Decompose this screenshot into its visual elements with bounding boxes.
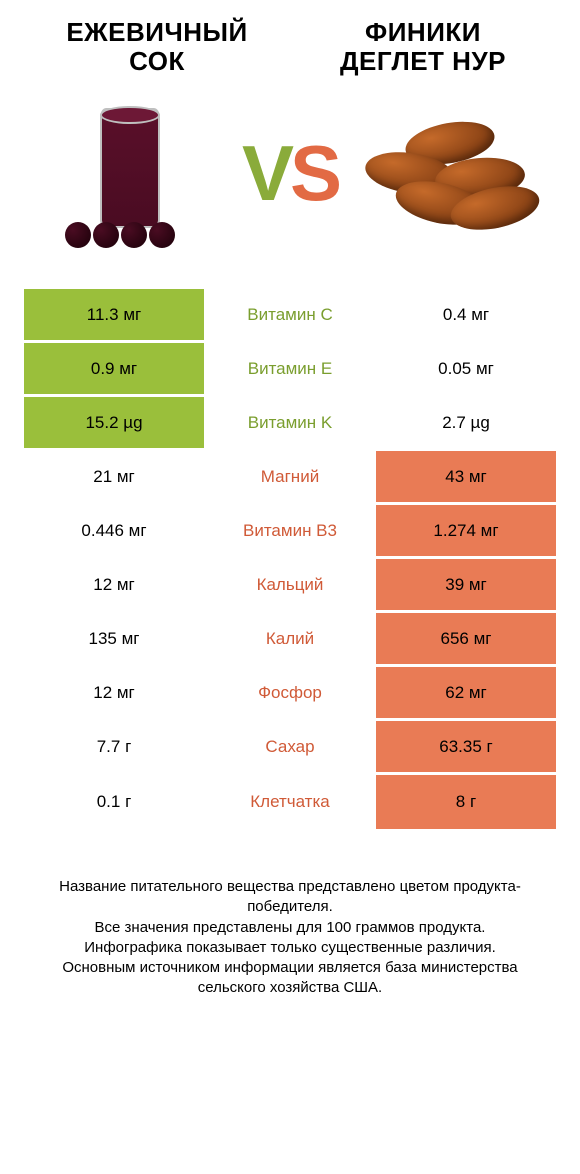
nutrient-label-cell: Калий — [204, 613, 376, 664]
nutrient-label-cell: Витамин K — [204, 397, 376, 448]
right-value-cell: 8 г — [376, 775, 556, 829]
table-row: 0.1 гКлетчатка8 г — [24, 775, 556, 829]
right-value-cell: 1.274 мг — [376, 505, 556, 556]
table-row: 7.7 гСахар63.35 г — [24, 721, 556, 775]
left-value-cell: 0.446 мг — [24, 505, 204, 556]
nutrient-label-cell: Клетчатка — [204, 775, 376, 829]
comparison-table: 11.3 мгВитамин C0.4 мг0.9 мгВитамин E0.0… — [24, 289, 556, 829]
footer-notes: Название питательного вещества представл… — [24, 877, 556, 999]
right-product-title: ФИНИКИ ДЕГЛЕТ НУР — [290, 18, 556, 75]
right-value-cell: 656 мг — [376, 613, 556, 664]
footer-line-3: Инфографика показывает только существенн… — [34, 938, 546, 958]
right-value-cell: 0.05 мг — [376, 343, 556, 394]
table-row: 15.2 µgВитамин K2.7 µg — [24, 397, 556, 451]
right-product-image — [344, 83, 556, 263]
nutrient-label-cell: Магний — [204, 451, 376, 502]
right-title-line2: ДЕГЛЕТ НУР — [290, 47, 556, 76]
table-row: 12 мгФосфор62 мг — [24, 667, 556, 721]
left-value-cell: 11.3 мг — [24, 289, 204, 340]
footer-line-4: Основным источником информации является … — [34, 958, 546, 999]
left-value-cell: 0.9 мг — [24, 343, 204, 394]
footer-line-1: Название питательного вещества представл… — [34, 877, 546, 918]
nutrient-label-cell: Кальций — [204, 559, 376, 610]
vs-v: V — [242, 128, 290, 219]
infographic-container: ЕЖЕВИЧНЫЙ СОК ФИНИКИ ДЕГЛЕТ НУР VS — [0, 0, 580, 1039]
left-product-image — [24, 83, 236, 263]
left-value-cell: 15.2 µg — [24, 397, 204, 448]
table-row: 12 мгКальций39 мг — [24, 559, 556, 613]
left-value-cell: 12 мг — [24, 667, 204, 718]
right-value-cell: 43 мг — [376, 451, 556, 502]
footer-line-2: Все значения представлены для 100 граммо… — [34, 918, 546, 938]
right-value-cell: 63.35 г — [376, 721, 556, 772]
left-value-cell: 21 мг — [24, 451, 204, 502]
left-value-cell: 0.1 г — [24, 775, 204, 829]
left-value-cell: 7.7 г — [24, 721, 204, 772]
table-row: 0.9 мгВитамин E0.05 мг — [24, 343, 556, 397]
left-value-cell: 135 мг — [24, 613, 204, 664]
left-value-cell: 12 мг — [24, 559, 204, 610]
right-value-cell: 2.7 µg — [376, 397, 556, 448]
right-value-cell: 62 мг — [376, 667, 556, 718]
image-row: VS — [24, 83, 556, 263]
table-row: 21 мгМагний43 мг — [24, 451, 556, 505]
right-title-line1: ФИНИКИ — [290, 18, 556, 47]
nutrient-label-cell: Витамин E — [204, 343, 376, 394]
left-title-line1: ЕЖЕВИЧНЫЙ — [24, 18, 290, 47]
nutrient-label-cell: Сахар — [204, 721, 376, 772]
dates-illustration — [365, 113, 535, 233]
vs-s: S — [290, 128, 338, 219]
table-row: 0.446 мгВитамин B31.274 мг — [24, 505, 556, 559]
left-product-title: ЕЖЕВИЧНЫЙ СОК — [24, 18, 290, 75]
left-title-line2: СОК — [24, 47, 290, 76]
vs-label: VS — [236, 128, 344, 219]
table-row: 135 мгКалий656 мг — [24, 613, 556, 667]
table-row: 11.3 мгВитамин C0.4 мг — [24, 289, 556, 343]
nutrient-label-cell: Фосфор — [204, 667, 376, 718]
blackberry-juice-illustration — [85, 108, 175, 238]
nutrient-label-cell: Витамин C — [204, 289, 376, 340]
nutrient-label-cell: Витамин B3 — [204, 505, 376, 556]
right-value-cell: 0.4 мг — [376, 289, 556, 340]
right-value-cell: 39 мг — [376, 559, 556, 610]
header-row: ЕЖЕВИЧНЫЙ СОК ФИНИКИ ДЕГЛЕТ НУР — [24, 18, 556, 75]
